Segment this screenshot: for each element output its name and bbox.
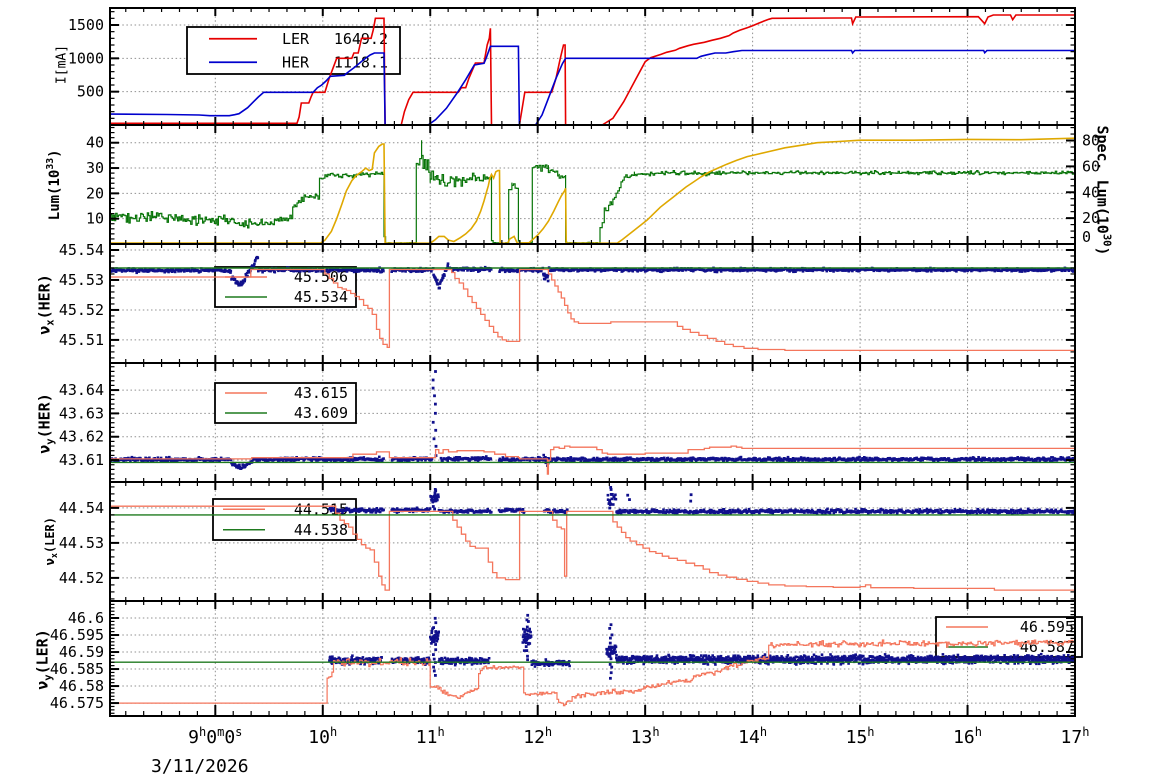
lum: [110, 137, 1075, 244]
series-current: [110, 14, 1075, 125]
x-tick-label: 14h: [738, 725, 768, 748]
y-tick-label: 45.52: [59, 301, 104, 319]
y-tick-label: 43.64: [59, 381, 104, 399]
x-tick-label: 13h: [630, 725, 660, 748]
panel-nuy_her: 43.615 43.609 43.61 43.62 43.63 43.64: [59, 362, 1076, 483]
nux-her-set: [110, 268, 1075, 352]
axis-ticks: [110, 600, 1075, 716]
y-tick-label: 46.6: [68, 609, 104, 627]
x-tick-label: 15h: [845, 725, 875, 748]
y-tick-label: 40: [1082, 183, 1100, 201]
y-tick-label: 45.54: [59, 241, 104, 259]
panel-nux_ler: 44.515 44.538 44.52 44.53 44.54: [59, 481, 1076, 602]
ylabel-nuy-ler: νy(LER): [33, 629, 55, 690]
x-tick-label: 12h: [523, 725, 553, 748]
series-nuy_ler: [110, 613, 1075, 707]
panel-nuy_ler: 46.59546.58746.57546.5846.58546.5946.595…: [50, 600, 1083, 717]
nux-ler-set: [110, 505, 1075, 591]
nuy-ler-outliers: [431, 613, 614, 680]
axis-ticks: [110, 363, 1075, 482]
x-tick-label: 11h: [415, 725, 445, 748]
nux-ler-outliers: [431, 482, 693, 511]
y-tick-label: 10: [86, 210, 104, 228]
series-nux_ler: [110, 482, 1075, 591]
y-tick-label: 45.51: [59, 331, 104, 349]
legend-value: 43.615: [294, 384, 348, 402]
y-tick-label: 40: [86, 134, 104, 152]
ylabel-specific-luminosity: Spec. Lum(1030): [1093, 125, 1113, 256]
panel-nux_her: 45.506 45.534 45.51 45.52 45.53 45.54: [59, 241, 1076, 364]
legend-nux_ler: 44.515 44.538: [212, 498, 357, 541]
axis-ticks: [110, 482, 1075, 601]
legend-value: 44.538: [294, 521, 348, 539]
y-tick-label: 30: [86, 159, 104, 177]
series-lum: [110, 137, 1075, 244]
y-tick-label: 44.54: [59, 499, 104, 517]
y-tick-label: 60: [1082, 157, 1100, 175]
y-tick-label: 45.53: [59, 271, 104, 289]
legend-value: 46.595: [1020, 618, 1074, 636]
nuy-her-dots: [110, 453, 1075, 470]
legend-series-name: HER: [282, 53, 310, 71]
y-tick-label: 43.63: [59, 404, 104, 422]
LER-current: [110, 14, 1075, 125]
legend-nux_her: 45.506 45.534: [214, 266, 357, 308]
series-nuy_her: [110, 370, 1075, 475]
y-tick-label: 46.585: [50, 660, 104, 678]
date-label: 3/11/2026: [151, 756, 249, 777]
y-tick-label: 46.595: [50, 626, 104, 644]
legend-value: 45.506: [294, 268, 348, 286]
x-tick-label: 9h0m0s: [188, 725, 243, 748]
y-tick-label: 20: [86, 184, 104, 202]
x-tick-label: 10h: [308, 725, 338, 748]
x-tick-label: 17h: [1060, 725, 1090, 748]
nuy-her-set: [110, 445, 1075, 475]
y-tick-label: 1500: [68, 16, 104, 34]
y-tick-label: 46.575: [50, 694, 104, 712]
legend-value: 45.534: [294, 288, 348, 306]
spec-lum: [110, 140, 1075, 244]
y-tick-label: 44.52: [59, 569, 104, 587]
axis-ticks: [110, 244, 1075, 363]
nuy-ler-set: [110, 639, 1075, 707]
y-tick-label: 46.58: [59, 677, 104, 695]
gridlines: [110, 125, 1075, 244]
y-tick-label: 44.53: [59, 534, 104, 552]
legend-nuy_her: 43.615 43.609: [214, 382, 357, 424]
legend-value: 43.609: [294, 404, 348, 422]
y-tick-label: 43.62: [59, 428, 104, 446]
y-tick-label: 500: [77, 83, 104, 101]
HER-current: [110, 45, 1075, 125]
y-tick-label: 46.59: [59, 643, 104, 661]
series-nux_her: [110, 255, 1075, 352]
x-tick-label: 16h: [953, 725, 982, 748]
legend-series-name: LER: [282, 30, 310, 48]
axis-ticks: [110, 8, 1075, 126]
y-tick-label: 20: [1082, 209, 1100, 227]
y-tick-label: 1000: [68, 49, 104, 67]
legend-value: 44.515: [294, 500, 348, 518]
y-tick-label: 0: [1082, 228, 1091, 246]
nuy-her-outliers: [431, 370, 438, 457]
y-tick-label: 43.61: [59, 451, 104, 469]
y-tick-label: 80: [1082, 132, 1100, 150]
